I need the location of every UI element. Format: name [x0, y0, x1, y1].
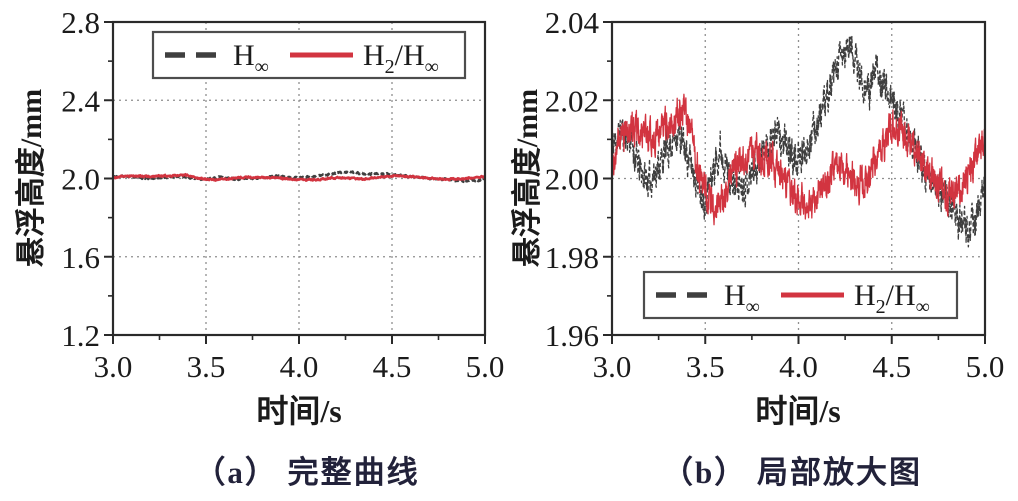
- legend-label-run: 2: [876, 296, 886, 318]
- legend-label-run: ∞: [255, 56, 269, 78]
- series-group: [113, 169, 485, 184]
- legend-label-run: /H: [395, 39, 425, 72]
- legend-label-run: ∞: [746, 296, 760, 318]
- chart-b-x-axis-label: 时间/s: [755, 393, 841, 429]
- y-axis-tick-label: 1.2: [61, 318, 100, 353]
- series-h2-hinf-path: [612, 93, 985, 226]
- legend-label-run: H: [854, 279, 876, 312]
- chart-b-plot: 3.0 3.5 4.0 4.5 5.01.961.982.002.022.04H∞ H2/…: [545, 5, 1005, 384]
- y-axis-tick-label: 1.96: [545, 318, 599, 353]
- y-axis-tick-label: 2.04: [545, 5, 600, 40]
- chart-panel-b: 3.0 3.5 4.0 4.5 5.0 1.96 1.98 2.00 2.02 2.04 H∞ H2/…: [509, 0, 1018, 501]
- x-axis-tick-label: 4.0: [280, 349, 319, 384]
- legend-label-run: H: [233, 39, 255, 72]
- x-axis-tick-label: 5.0: [966, 349, 1005, 384]
- legend-label-run: ∞: [916, 296, 930, 318]
- series-group: [612, 35, 985, 248]
- chart-panel-a: 3.0 3.5 4.0 4.5 5.0 1.2 1.6 2.0 2.4 2.8 H∞ H2/H∞ 悬浮…: [15, 5, 505, 490]
- y-axis-tick-label: 2.0: [61, 162, 100, 197]
- series-h2-hinf-path: [113, 172, 485, 182]
- x-axis-tick-label: 3.5: [187, 349, 226, 384]
- chart-b-y-axis-label: 悬浮高度/mm: [511, 88, 544, 268]
- legend-label-h-inf: H∞: [724, 279, 760, 318]
- chart-a-x-axis-label: 时间/s: [256, 393, 342, 429]
- y-axis-tick-label: 2.00: [545, 162, 599, 197]
- x-axis-tick-label: 4.5: [373, 349, 412, 384]
- y-axis-tick-label: 2.4: [61, 83, 100, 118]
- chart-a-y-axis-label: 悬浮高度/mm: [15, 88, 48, 268]
- legend-label-run: 2: [385, 56, 395, 78]
- y-axis-tick-label: 1.98: [545, 240, 599, 275]
- x-axis-tick-label: 3.0: [94, 349, 133, 384]
- x-axis-tick-label: 4.0: [779, 349, 818, 384]
- legend-label-run: ∞: [425, 56, 439, 78]
- x-axis-tick-label: 4.5: [872, 349, 911, 384]
- chart-a-plot: 3.0 3.5 4.0 4.5 5.01.21.62.02.42.8H∞ H2/H∞: [61, 5, 505, 384]
- chart-a-caption: （a） 完整曲线: [194, 455, 420, 490]
- legend-label-run: H: [363, 39, 385, 72]
- chart-b-caption: （b） 局部放大图: [662, 455, 922, 490]
- legend-label-h2-h-inf: H2/H∞: [854, 279, 930, 318]
- x-axis-tick-label: 3.5: [686, 349, 725, 384]
- legend-label-h-inf: H∞: [233, 39, 269, 78]
- legend-label-h2-h-inf: H2/H∞: [363, 39, 439, 78]
- y-axis-tick-label: 1.6: [61, 240, 100, 275]
- y-axis-tick-label: 2.02: [545, 83, 599, 118]
- y-axis-tick-label: 2.8: [61, 5, 100, 40]
- legend-label-run: /H: [886, 279, 916, 312]
- x-axis-tick-label: 5.0: [466, 349, 505, 384]
- legend-label-run: H: [724, 279, 746, 312]
- x-axis-tick-label: 3.0: [593, 349, 632, 384]
